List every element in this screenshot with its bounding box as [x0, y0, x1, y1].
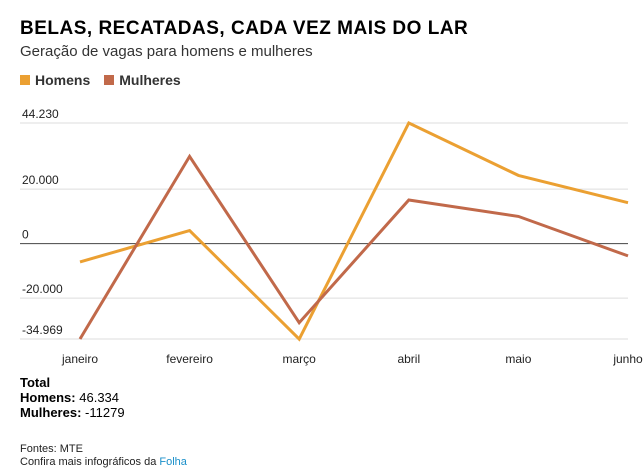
totals-heading: Total [20, 375, 51, 390]
totals-mulheres-label: Mulheres: [20, 405, 82, 420]
legend-item-mulheres: Mulheres [104, 72, 181, 88]
footer-more: Confira mais infográficos da Folha [20, 456, 187, 469]
y-tick-label: 20.000 [22, 173, 59, 187]
y-tick-label: 0 [22, 228, 29, 242]
x-tick-label: abril [397, 352, 420, 366]
x-tick-label: janeiro [61, 352, 98, 366]
x-tick-label: maio [505, 352, 531, 366]
footer-sources: Fontes: MTE [20, 443, 83, 455]
totals-homens-label: Homens: [20, 390, 76, 405]
footer: Fontes: MTE Confira mais infográficos da… [20, 443, 187, 469]
series-line-homens [79, 121, 629, 342]
line-chart: 44.230 20.000 0 -20.000 -34.969 janeiro fevere… [20, 107, 643, 366]
totals-homens-value: 46.334 [79, 390, 120, 405]
y-tick-label: 44.230 [22, 107, 59, 121]
totals-mulheres: Mulheres: -11279 [20, 405, 125, 420]
series-line-mulheres [78, 153, 629, 340]
legend-item-homens: Homens [20, 72, 90, 88]
legend-label-homens: Homens [35, 72, 91, 88]
legend-swatch-homens [20, 75, 30, 85]
legend-label-mulheres: Mulheres [119, 72, 181, 88]
x-tick-label: fevereiro [166, 352, 213, 366]
footer-folha-link[interactable]: Folha [159, 456, 187, 468]
legend-swatch-mulheres [104, 75, 115, 85]
x-tick-label: março [283, 352, 317, 366]
chart-subtitle: Geração de vagas para homens e mulheres [20, 43, 313, 60]
y-tick-label: -34.969 [22, 323, 63, 337]
chart-title: BELAS, RECATADAS, CADA VEZ MAIS DO LAR [20, 18, 469, 39]
totals-mulheres-value: -11279 [85, 405, 125, 420]
footer-more-text: Confira mais infográficos da [20, 456, 157, 468]
totals-homens: Homens: 46.334 [20, 390, 125, 405]
x-tick-label: junho [612, 352, 643, 366]
y-tick-label: -20.000 [22, 282, 63, 296]
legend: Homens Mulheres [20, 72, 181, 88]
totals-box: Total Homens: 46.334 Mulheres: -11279 [20, 375, 125, 420]
